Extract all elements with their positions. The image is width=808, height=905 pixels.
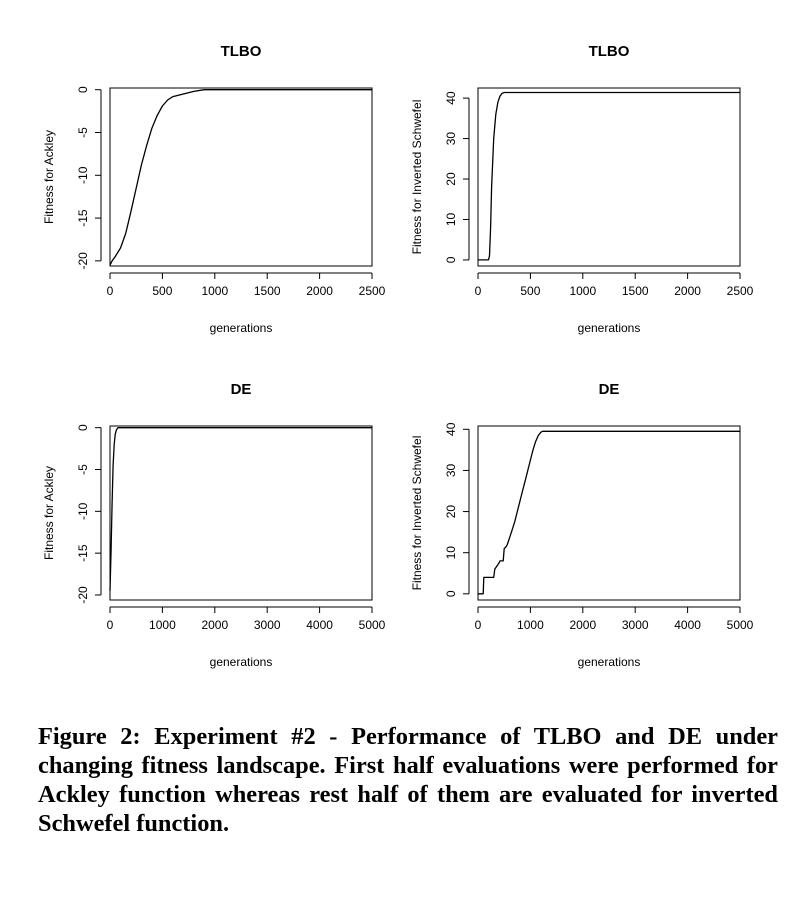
x-tick-label: 4000	[306, 618, 333, 632]
x-tick-label: 1000	[149, 618, 176, 632]
y-tick-label: 10	[444, 212, 458, 226]
y-axis-label: Fitness for Ackley	[42, 130, 56, 224]
x-tick-label: 1500	[254, 284, 281, 298]
x-tick-label: 0	[107, 284, 114, 298]
x-axis-label: generations	[210, 321, 273, 335]
y-tick-label: 0	[76, 424, 90, 431]
x-axis-label: generations	[578, 655, 641, 669]
x-tick-label: 3000	[254, 618, 281, 632]
plot-frame	[477, 425, 741, 601]
x-tick-label: 0	[475, 284, 482, 298]
x-tick-label: 500	[152, 284, 172, 298]
chart-title: DE	[599, 381, 620, 398]
x-tick-label: 2500	[727, 284, 754, 298]
series-line-1	[109, 427, 372, 591]
chart-title: TLBO	[589, 43, 630, 60]
y-axis-label: Fitness for Ackley	[42, 466, 56, 560]
y-tick-label: 0	[444, 256, 458, 263]
x-tick-label: 2000	[306, 284, 333, 298]
x-tick-label: 500	[520, 284, 540, 298]
y-tick-label: -10	[76, 166, 90, 184]
chart-title: DE	[231, 381, 252, 398]
x-tick-label: 2000	[201, 618, 228, 632]
chart-panel-4: DE 0 1000 2000 3000 4000 5000 generations 0 10 20 3…	[410, 381, 754, 669]
y-tick-label: 30	[444, 463, 458, 477]
caption-text: Experiment #2 - Performance of TLBO and …	[38, 723, 778, 837]
y-tick-label: 20	[444, 172, 458, 186]
y-tick-label: 10	[444, 546, 458, 560]
series-line-1	[109, 89, 372, 266]
x-tick-label: 1000	[569, 284, 596, 298]
y-tick-label: -15	[76, 544, 90, 562]
figure-caption: Figure 2: Experiment #2 - Performance of…	[38, 722, 778, 838]
series-line-1	[478, 430, 740, 595]
x-tick-label: 1500	[622, 284, 649, 298]
x-tick-label: 2500	[359, 284, 386, 298]
chart-panel-3: DE 0 1000 2000 3000 4000 5000 generations -20 -15…	[42, 381, 386, 669]
y-tick-label: -20	[76, 586, 90, 604]
x-tick-label: 1000	[517, 618, 544, 632]
chart-panel-1: TLBO 0 500 1000 1500 2000 2500 generations -20 -1…	[42, 43, 386, 335]
plot-frame	[109, 425, 373, 601]
x-axis-label: generations	[210, 655, 273, 669]
x-tick-label: 0	[475, 618, 482, 632]
y-tick-label: 0	[444, 590, 458, 597]
x-tick-label: 5000	[359, 618, 386, 632]
x-tick-label: 2000	[569, 618, 596, 632]
y-tick-label: -20	[76, 252, 90, 270]
x-tick-label: 5000	[727, 618, 754, 632]
chart-panel-2: TLBO 0 500 1000 1500 2000 2500 generations 0 10 20…	[410, 43, 754, 335]
x-axis-label: generations	[578, 321, 641, 335]
y-tick-label: 0	[76, 86, 90, 93]
plot-frame	[109, 87, 373, 267]
y-tick-label: -15	[76, 209, 90, 227]
x-tick-label: 4000	[674, 618, 701, 632]
y-tick-label: -5	[76, 464, 90, 475]
y-axis-label: Fitness for Inverted Schwefel	[410, 100, 424, 255]
chart-title: TLBO	[221, 43, 262, 60]
x-tick-label: 0	[107, 618, 114, 632]
x-tick-label: 2000	[674, 284, 701, 298]
y-tick-label: -5	[76, 127, 90, 138]
series-line-1	[478, 91, 740, 261]
y-tick-label: -10	[76, 502, 90, 520]
caption-label: Figure 2:	[38, 723, 141, 750]
y-tick-label: 30	[444, 132, 458, 146]
y-tick-label: 40	[444, 422, 458, 436]
x-tick-label: 1000	[201, 284, 228, 298]
x-tick-label: 3000	[622, 618, 649, 632]
plot-frame	[477, 87, 741, 267]
y-tick-label: 40	[444, 91, 458, 105]
y-tick-label: 20	[444, 505, 458, 519]
y-axis-label: Fitness for Inverted Schwefel	[410, 436, 424, 591]
